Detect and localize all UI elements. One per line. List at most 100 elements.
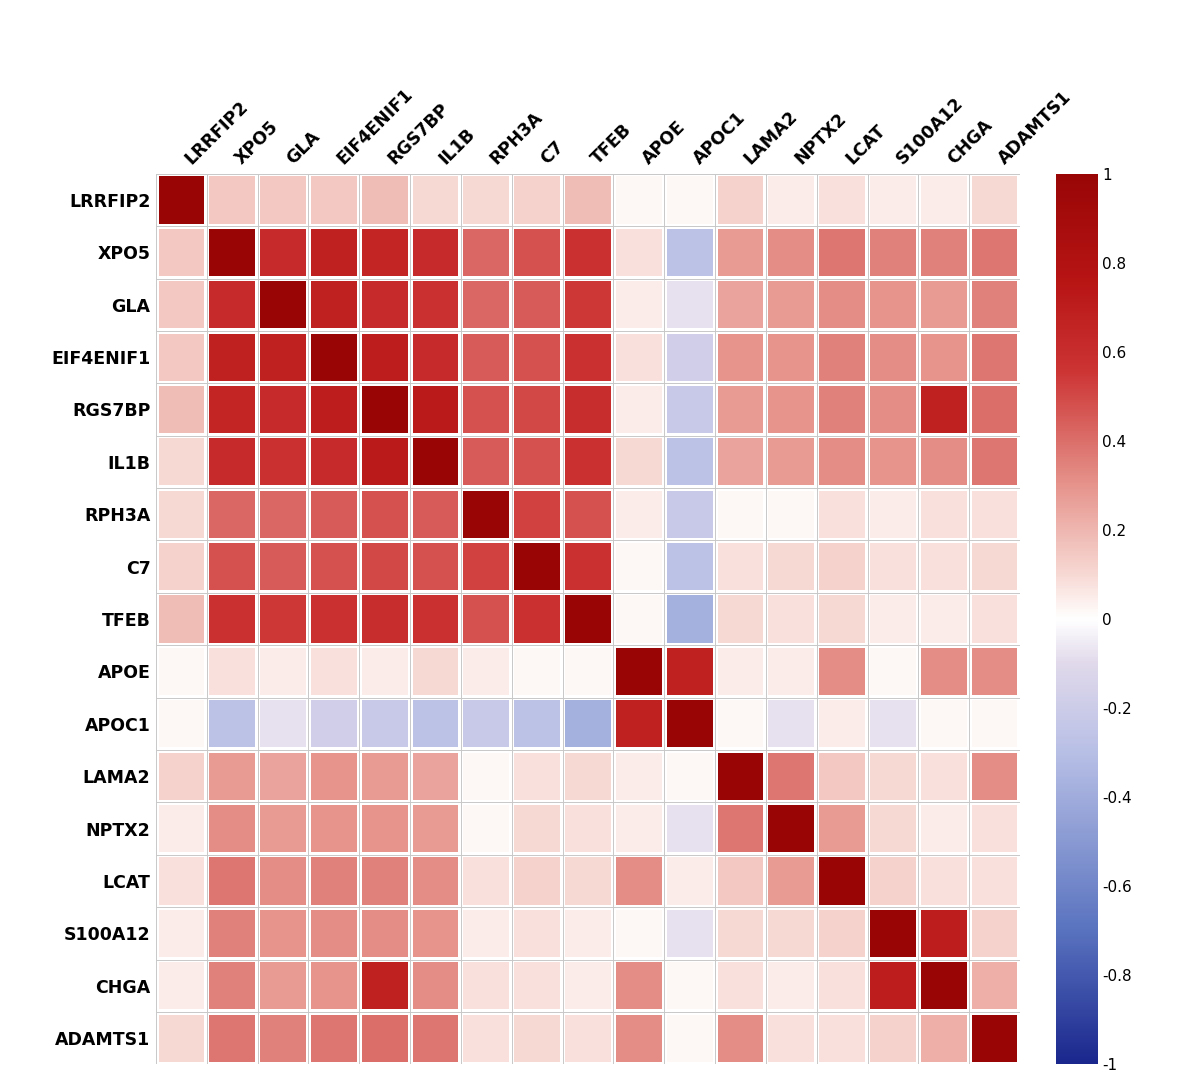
- Bar: [515, 1014, 560, 1062]
- Bar: [362, 753, 408, 799]
- Bar: [616, 648, 661, 695]
- Bar: [972, 648, 1018, 695]
- Bar: [768, 491, 814, 538]
- Bar: [768, 805, 814, 853]
- Bar: [515, 595, 560, 643]
- Bar: [413, 648, 458, 695]
- Bar: [920, 753, 967, 799]
- Bar: [413, 439, 458, 485]
- Bar: [515, 333, 560, 381]
- Bar: [667, 700, 713, 747]
- Bar: [463, 176, 509, 224]
- Bar: [260, 176, 306, 224]
- Bar: [463, 439, 509, 485]
- Bar: [413, 176, 458, 224]
- Bar: [413, 962, 458, 1009]
- Bar: [362, 857, 408, 905]
- Bar: [515, 648, 560, 695]
- Bar: [362, 543, 408, 590]
- Bar: [362, 962, 408, 1009]
- Bar: [667, 386, 713, 433]
- Bar: [413, 281, 458, 328]
- Bar: [362, 595, 408, 643]
- Bar: [870, 281, 916, 328]
- Bar: [158, 229, 204, 276]
- Bar: [972, 753, 1018, 799]
- Bar: [920, 333, 967, 381]
- Bar: [972, 333, 1018, 381]
- Bar: [362, 229, 408, 276]
- Bar: [311, 648, 356, 695]
- Bar: [870, 543, 916, 590]
- Bar: [718, 910, 763, 957]
- Bar: [616, 805, 661, 853]
- Bar: [209, 386, 256, 433]
- Bar: [311, 962, 356, 1009]
- Bar: [870, 648, 916, 695]
- Bar: [920, 386, 967, 433]
- Bar: [515, 386, 560, 433]
- Bar: [565, 281, 611, 328]
- Bar: [820, 229, 865, 276]
- Bar: [463, 910, 509, 957]
- Bar: [413, 229, 458, 276]
- Bar: [870, 805, 916, 853]
- Bar: [260, 962, 306, 1009]
- Bar: [616, 753, 661, 799]
- Bar: [260, 281, 306, 328]
- Bar: [616, 491, 661, 538]
- Bar: [565, 176, 611, 224]
- Bar: [413, 1014, 458, 1062]
- Bar: [209, 176, 256, 224]
- Bar: [209, 1014, 256, 1062]
- Bar: [718, 386, 763, 433]
- Bar: [362, 281, 408, 328]
- Bar: [463, 700, 509, 747]
- Bar: [565, 805, 611, 853]
- Bar: [565, 386, 611, 433]
- Bar: [413, 753, 458, 799]
- Bar: [158, 543, 204, 590]
- Bar: [565, 333, 611, 381]
- Bar: [463, 333, 509, 381]
- Bar: [158, 386, 204, 433]
- Bar: [413, 595, 458, 643]
- Bar: [362, 491, 408, 538]
- Bar: [158, 595, 204, 643]
- Bar: [667, 962, 713, 1009]
- Bar: [718, 805, 763, 853]
- Bar: [667, 229, 713, 276]
- Bar: [972, 910, 1018, 957]
- Bar: [260, 910, 306, 957]
- Bar: [311, 229, 356, 276]
- Bar: [260, 753, 306, 799]
- Bar: [463, 386, 509, 433]
- Bar: [870, 491, 916, 538]
- Bar: [413, 857, 458, 905]
- Bar: [667, 491, 713, 538]
- Bar: [667, 543, 713, 590]
- Bar: [870, 176, 916, 224]
- Bar: [768, 910, 814, 957]
- Bar: [718, 962, 763, 1009]
- Bar: [768, 439, 814, 485]
- Bar: [565, 753, 611, 799]
- Bar: [768, 386, 814, 433]
- Bar: [870, 1014, 916, 1062]
- Bar: [870, 386, 916, 433]
- Bar: [311, 700, 356, 747]
- Bar: [209, 595, 256, 643]
- Bar: [667, 753, 713, 799]
- Bar: [972, 543, 1018, 590]
- Bar: [565, 857, 611, 905]
- Bar: [158, 333, 204, 381]
- Bar: [667, 910, 713, 957]
- Bar: [209, 805, 256, 853]
- Bar: [515, 491, 560, 538]
- Bar: [463, 648, 509, 695]
- Bar: [616, 1014, 661, 1062]
- Bar: [820, 753, 865, 799]
- Bar: [565, 543, 611, 590]
- Bar: [515, 857, 560, 905]
- Bar: [209, 439, 256, 485]
